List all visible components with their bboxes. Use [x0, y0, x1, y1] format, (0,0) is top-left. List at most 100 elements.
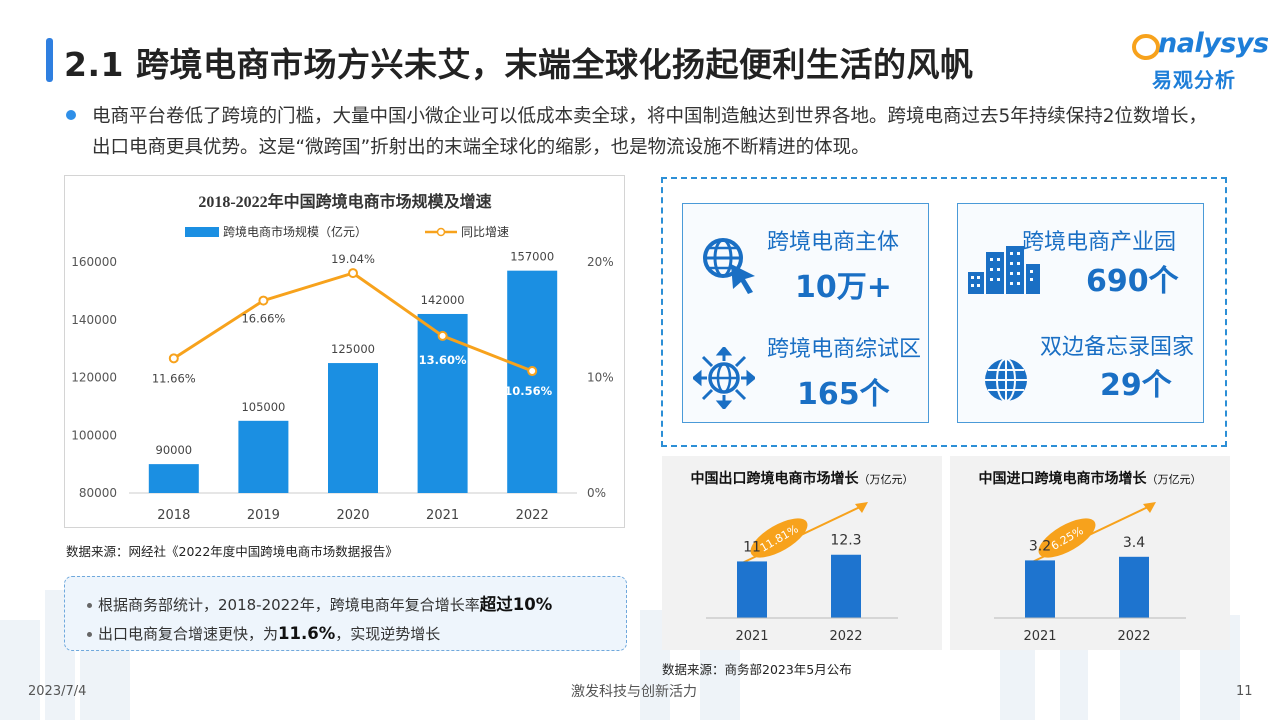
bar-market-size: [507, 270, 558, 493]
growth-rate-badge: [1038, 518, 1096, 558]
summary-2-highlight: 11.6%: [278, 624, 336, 643]
summary-1-highlight: 超过10%: [479, 595, 553, 614]
export-chart-title: 中国出口跨境电商市场增长（万亿元）: [662, 468, 942, 488]
import-chart-title: 中国进口跨境电商市场增长（万亿元）: [950, 468, 1230, 488]
growth-arrow-head: [1143, 502, 1156, 513]
title-accent-bar: [46, 38, 53, 82]
globe-arrows-icon: [693, 347, 755, 409]
growth-rate-badge: [750, 518, 808, 558]
x-tick-label: 2019: [247, 508, 280, 523]
stat-value-zones: 165个: [797, 377, 890, 412]
bar-value-label: 142000: [421, 293, 465, 307]
source-note-2: 数据来源：商务部2023年5月公布: [662, 662, 852, 677]
intro-bullet: [66, 110, 76, 120]
stat-card-right: 跨境电商产业园 690个 双边备忘录国家 29个: [957, 203, 1204, 423]
stat-card-left: 跨境电商主体 10万+ 跨境电商综试区 165个: [682, 203, 929, 423]
mini-bar: [831, 554, 861, 618]
x-tick-label: 2018: [157, 508, 190, 523]
globe-cursor-icon: [703, 238, 755, 294]
summary-1-text: 根据商务部统计，2018-2022年，跨境电商年复合增长率: [98, 596, 480, 614]
summary-2-tail: ，实现逆势增长: [335, 625, 441, 643]
y-left-tick-label: 120000: [71, 371, 117, 385]
export-title-text: 中国出口跨境电商市场增长: [690, 471, 859, 487]
market-size-chart: 2018-2022年中国跨境电商市场规模及增速 跨境电商市场规模（亿元） 同比增…: [71, 192, 614, 523]
mini-bar-value: 12.3: [830, 533, 861, 549]
source-note-1: 数据来源：网经社《2022年度中国跨境电商市场数据报告》: [66, 544, 398, 559]
y-right-tick-label: 0%: [587, 486, 606, 500]
growth-value-label: 13.60%: [419, 353, 467, 367]
intro-paragraph: 电商平台卷低了跨境的门槛，大量中国小微企业可以低成本卖全球，将中国制造触达到世界…: [92, 106, 1208, 158]
growth-point: [527, 366, 538, 377]
growth-value-label: 11.66%: [152, 371, 196, 385]
growth-value-label: 10.56%: [504, 384, 552, 398]
x-tick-label: 2022: [516, 508, 549, 523]
import-growth-panel: 中国进口跨境电商市场增长（万亿元） 6.25% 3.2 2021 3.4 2022: [950, 456, 1230, 650]
legend-line-marker: [436, 227, 446, 237]
growth-arrow-head: [855, 502, 868, 513]
growth-line: [172, 271, 533, 373]
summary-line-1: 根据商务部统计，2018-2022年，跨境电商年复合增长率超过10%: [87, 591, 552, 615]
legend-bar-swatch: [185, 227, 219, 237]
growth-value-label: 16.66%: [241, 312, 285, 326]
stat-label-entities: 跨境电商主体: [767, 230, 900, 255]
buildings-icon: [968, 246, 1040, 294]
y-left-tick-label: 140000: [71, 313, 117, 327]
analysys-logo: nalysys 易观分析: [1132, 28, 1269, 94]
stat-label-countries: 双边备忘录国家: [1040, 335, 1195, 360]
growth-value-label: 19.04%: [331, 252, 375, 266]
legend-line-label: 同比增速: [461, 225, 509, 239]
growth-point: [258, 295, 269, 306]
summary-box: 根据商务部统计，2018-2022年，跨境电商年复合增长率超过10% 出口电商复…: [64, 576, 627, 651]
bar-value-label: 90000: [156, 443, 193, 457]
bullet-dot: [87, 632, 92, 637]
stats-panel: 跨境电商主体 10万+ 跨境电商综试区 165个: [661, 177, 1227, 447]
main-chart-panel: 2018-2022年中国跨境电商市场规模及增速 跨境电商市场规模（亿元） 同比增…: [64, 175, 625, 528]
growth-point: [437, 330, 448, 341]
mini-bar: [1025, 560, 1055, 618]
stat-label-parks: 跨境电商产业园: [1022, 230, 1177, 255]
chart-legend: 跨境电商市场规模（亿元） 同比增速: [185, 224, 509, 239]
growth-point: [168, 353, 179, 364]
logo-mark-icon: [1132, 34, 1160, 60]
chart-title: 2018-2022年中国跨境电商市场规模及增速: [198, 192, 491, 211]
logo-english: nalysys: [1158, 28, 1269, 59]
y-left-tick-label: 160000: [71, 255, 117, 269]
mini-bar: [737, 561, 767, 618]
page-number: 11: [1236, 684, 1253, 699]
stat-value-countries: 29个: [1100, 368, 1172, 403]
mini-bar: [1119, 556, 1149, 618]
bar-value-label: 125000: [331, 342, 375, 356]
stat-label-zones: 跨境电商综试区: [767, 337, 922, 362]
import-title-text: 中国进口跨境电商市场增长: [978, 471, 1147, 487]
mini-bar-value: 3.4: [1123, 535, 1145, 551]
bar-market-size: [238, 420, 289, 493]
mini-bar-value: 11: [743, 539, 761, 555]
export-title-unit: （万亿元）: [858, 473, 914, 486]
export-growth-panel: 中国出口跨境电商市场增长（万亿元） 11.81% 11 2021 12.3 2022: [662, 456, 942, 650]
y-right-tick-label: 10%: [587, 371, 614, 385]
bullet-dot: [87, 603, 92, 608]
import-title-unit: （万亿元）: [1146, 473, 1202, 486]
page-title: 2.1 跨境电商市场方兴未艾，末端全球化扬起便利生活的风帆: [64, 45, 974, 84]
y-left-tick-label: 100000: [71, 428, 117, 442]
y-right-tick-label: 20%: [587, 255, 614, 269]
logo-chinese: 易观分析: [1152, 68, 1236, 92]
y-left-tick-label: 80000: [79, 486, 117, 500]
bar-value-label: 157000: [510, 250, 554, 264]
stat-value-entities: 10万+: [795, 270, 892, 305]
footer-date: 2023/7/4: [28, 684, 87, 699]
growth-point: [348, 268, 358, 279]
mini-x-tick-label: 2022: [829, 629, 862, 644]
mini-x-tick-label: 2022: [1117, 629, 1150, 644]
x-tick-label: 2020: [336, 508, 369, 523]
summary-2-text: 出口电商复合增速更快，为: [98, 625, 279, 643]
mini-x-tick-label: 2021: [1023, 629, 1056, 644]
stat-value-parks: 690个: [1086, 264, 1179, 299]
x-tick-label: 2021: [426, 508, 459, 523]
bar-value-label: 105000: [241, 400, 285, 414]
mini-bar-value: 3.2: [1029, 538, 1051, 554]
legend-bar-label: 跨境电商市场规模（亿元）: [223, 224, 367, 239]
mini-x-tick-label: 2021: [735, 629, 768, 644]
